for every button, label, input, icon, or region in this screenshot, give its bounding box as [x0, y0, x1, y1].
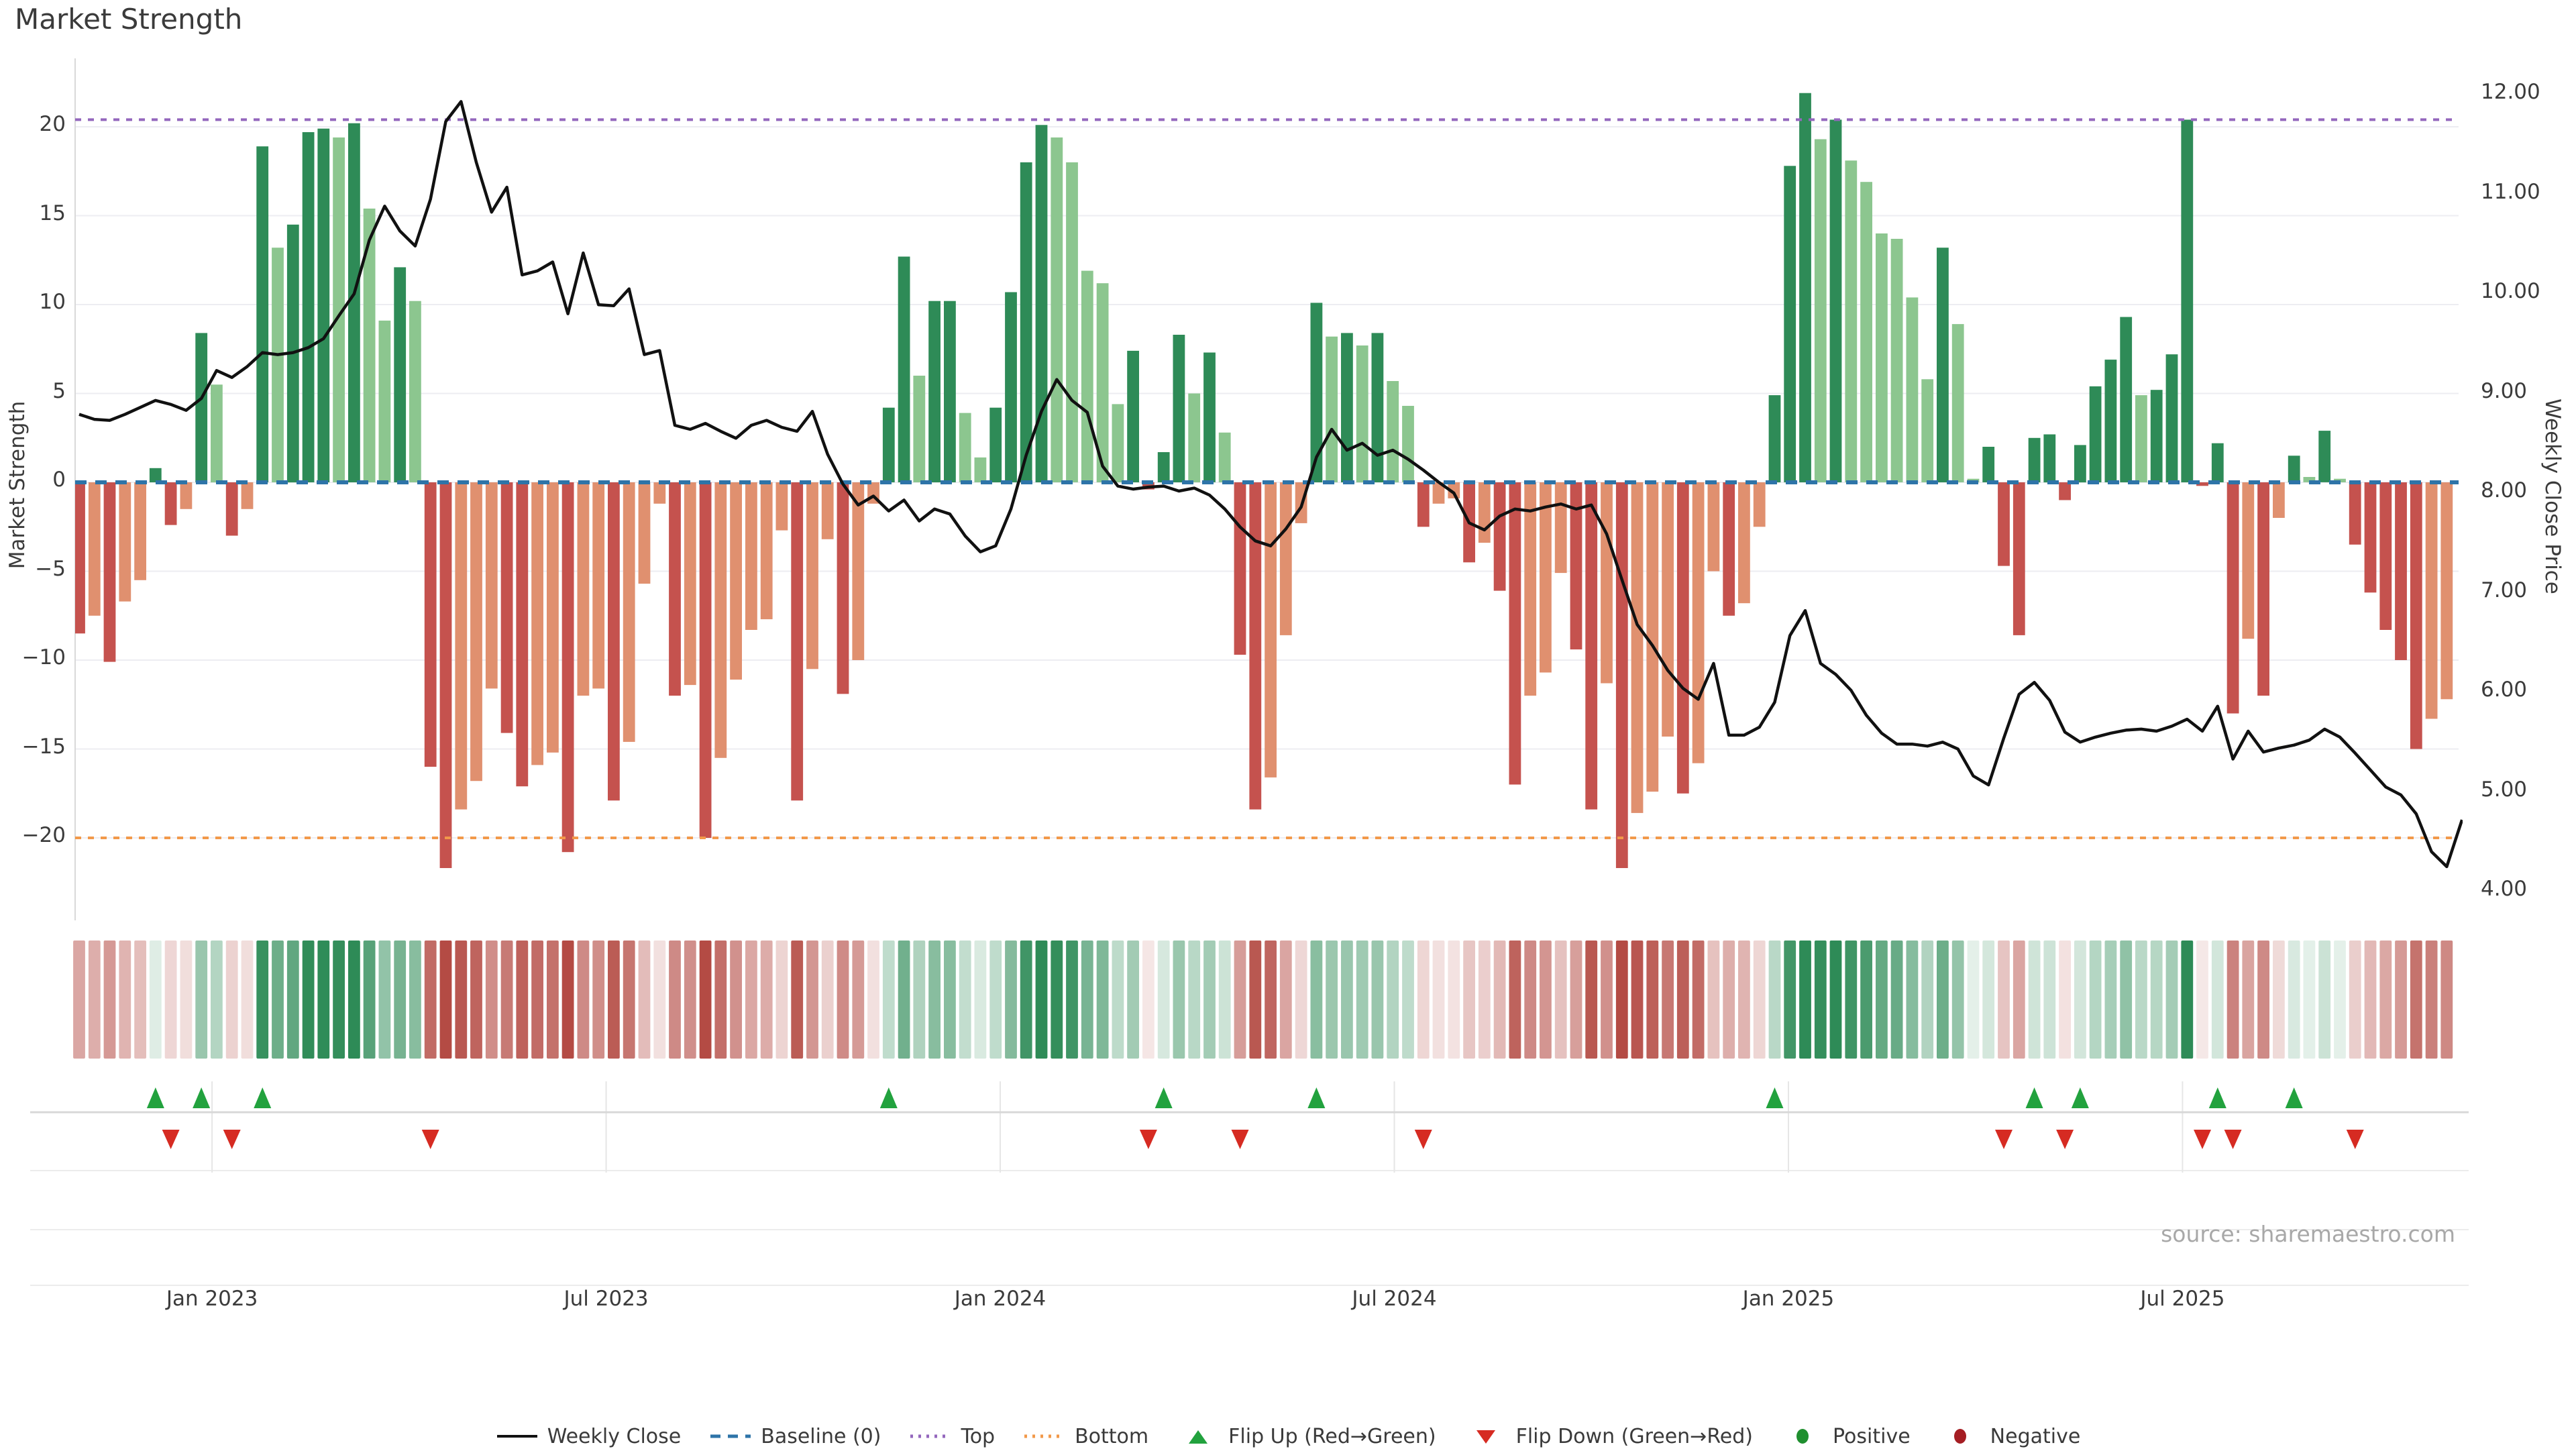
legend-label: Top — [961, 1425, 996, 1448]
legend-item-flip-down-green-red: Flip Down (Green→Red) — [1464, 1425, 1753, 1448]
black-line-icon — [496, 1434, 537, 1438]
legend-item-bottom: Bottom — [1023, 1425, 1148, 1448]
flip-up-icon — [2071, 1087, 2089, 1108]
flip-down-icon — [421, 1130, 439, 1149]
flip-up-icon — [2208, 1087, 2226, 1108]
flip-up-icon — [254, 1087, 272, 1108]
right-axis-tick-label: 4.00 — [2481, 877, 2528, 901]
orange-dotted-line-icon — [1024, 1434, 1065, 1438]
right-axis-tick-label: 7.00 — [2481, 578, 2528, 602]
legend-item-positive: Positive — [1781, 1425, 1911, 1448]
left-axis-tick-label: −20 — [21, 823, 66, 847]
green-circle-icon — [1796, 1428, 1809, 1444]
flip-up-icon — [879, 1087, 898, 1108]
flip-down-icon — [2056, 1130, 2074, 1149]
flip-down-icon — [1414, 1130, 1432, 1149]
x-axis-tick-label: Jul 2025 — [2140, 1287, 2225, 1311]
x-axis-tick-label: Jan 2023 — [166, 1287, 258, 1311]
red-down-triangle-icon — [1476, 1430, 1495, 1444]
flip-down-icon — [223, 1130, 241, 1149]
x-axis-tick-label: Jul 2024 — [1352, 1287, 1437, 1311]
green-up-triangle-icon — [1189, 1430, 1208, 1444]
x-axis-tick-label: Jan 2024 — [954, 1287, 1046, 1311]
legend-label: Baseline (0) — [761, 1425, 881, 1448]
legend-label: Positive — [1833, 1425, 1911, 1448]
flip-up-icon — [146, 1087, 164, 1108]
left-axis-tick-label: 5 — [52, 378, 66, 403]
flip-down-icon — [162, 1130, 180, 1149]
left-axis-tick-label: 20 — [39, 112, 66, 136]
legend-item-baseline-0: Baseline (0) — [709, 1425, 881, 1448]
flip-down-icon — [1995, 1130, 2013, 1149]
flip-down-icon — [1139, 1130, 1157, 1149]
legend-label: Bottom — [1075, 1425, 1149, 1448]
flip-up-icon — [2025, 1087, 2043, 1108]
legend-item-weekly-close: Weekly Close — [496, 1425, 682, 1448]
legend-item-negative: Negative — [1939, 1425, 2081, 1448]
legend-label: Negative — [1990, 1425, 2081, 1448]
legend-item-top: Top — [909, 1425, 995, 1448]
flip-up-icon — [1307, 1087, 1326, 1108]
right-axis-tick-label: 8.00 — [2481, 478, 2528, 502]
right-axis-tick-label: 11.00 — [2481, 179, 2540, 204]
blue-dashed-line-icon — [710, 1434, 751, 1438]
legend-label: Flip Up (Red→Green) — [1228, 1425, 1436, 1448]
flip-up-icon — [1155, 1087, 1173, 1108]
right-axis-tick-label: 9.00 — [2481, 378, 2528, 403]
red-circle-icon — [1953, 1428, 1966, 1444]
legend-label: Weekly Close — [547, 1425, 682, 1448]
right-axis-tick-label: 5.00 — [2481, 777, 2528, 802]
left-axis-tick-label: −15 — [21, 734, 66, 759]
left-axis-tick-label: −5 — [35, 556, 66, 581]
x-axis-tick-label: Jan 2025 — [1742, 1287, 1835, 1311]
flip-down-icon — [2346, 1130, 2364, 1149]
right-axis-tick-label: 12.00 — [2481, 80, 2540, 104]
flip-up-icon — [193, 1087, 211, 1108]
purple-dotted-line-icon — [910, 1434, 951, 1438]
flip-up-icon — [2285, 1087, 2303, 1108]
right-axis-tick-label: 6.00 — [2481, 678, 2528, 702]
page-title: Market Strength — [15, 3, 243, 36]
right-axis-tick-label: 10.00 — [2481, 279, 2540, 303]
left-axis-tick-label: −10 — [21, 645, 66, 669]
chart-legend: Weekly Close Baseline (0) Top Bottom Flip Up… — [0, 1425, 2576, 1448]
flip-down-icon — [2224, 1130, 2242, 1149]
left-axis-tick-label: 15 — [39, 201, 66, 225]
flip-down-icon — [2194, 1130, 2212, 1149]
left-axis-tick-label: 0 — [52, 468, 66, 492]
legend-label: Flip Down (Green→Red) — [1515, 1425, 1754, 1448]
left-axis-tick-label: 10 — [39, 290, 66, 314]
x-axis-tick-label: Jul 2023 — [564, 1287, 649, 1311]
flip-down-icon — [1231, 1130, 1249, 1149]
source-note: source: sharemaestro.com — [2161, 1221, 2455, 1247]
legend-item-flip-up-red-green: Flip Up (Red→Green) — [1177, 1425, 1436, 1448]
flip-up-icon — [1766, 1087, 1784, 1108]
